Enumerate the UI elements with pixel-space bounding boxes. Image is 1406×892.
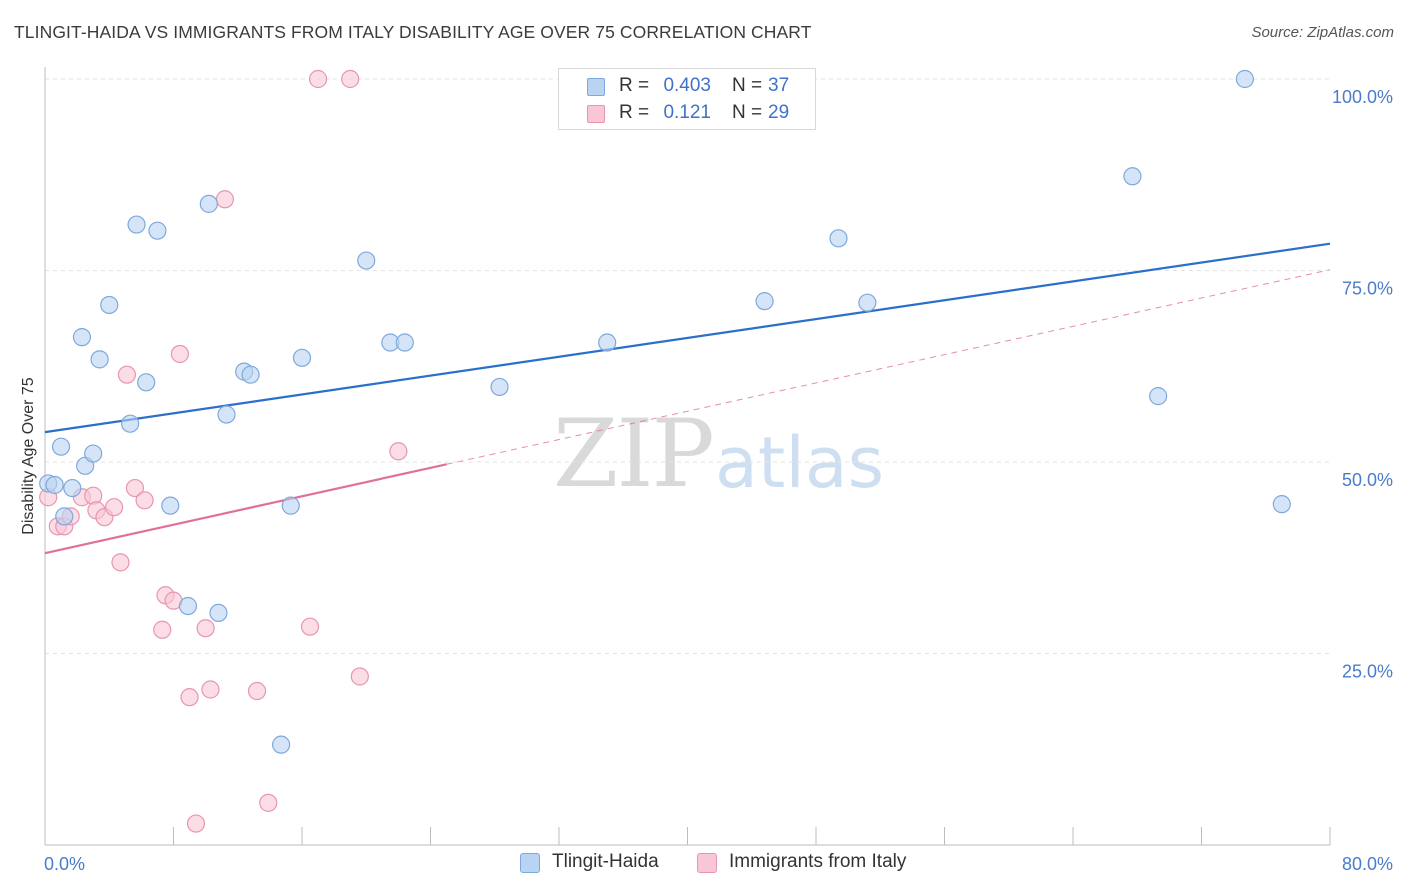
trend-line-tlingit-haida: [44, 242, 1331, 434]
x-tick-label-1: 80.0%: [1342, 854, 1393, 874]
correlation-legend: R = 0.403 N = 37 R = 0.121 N = 29: [558, 68, 816, 130]
pink-swatch: [587, 105, 605, 123]
point-tlingit-haida-27: [490, 377, 509, 397]
point-tlingit-haida-15: [178, 596, 198, 616]
y-tick-label-2: 75.0%: [1342, 279, 1393, 299]
point-immigrants-from-italy-16: [170, 344, 190, 364]
point-tlingit-haida-20: [241, 365, 260, 384]
r-value: 0.403: [663, 75, 711, 96]
point-tlingit-haida-34: [1235, 69, 1254, 89]
point-tlingit-haida-33: [1149, 387, 1168, 406]
point-immigrants-from-italy-13: [153, 620, 172, 639]
blue-swatch: [587, 78, 605, 96]
point-immigrants-from-italy-12: [135, 491, 154, 510]
point-tlingit-haida-32: [1123, 167, 1142, 186]
point-tlingit-haida-17: [209, 603, 228, 623]
y-tick-label-3: 100.0%: [1332, 87, 1393, 107]
chart-title: TLINGIT-HAIDA VS IMMIGRANTS FROM ITALY D…: [14, 22, 812, 42]
point-immigrants-from-italy-19: [196, 619, 215, 638]
point-tlingit-haida-11: [127, 215, 146, 234]
point-immigrants-from-italy-26: [341, 69, 360, 89]
point-immigrants-from-italy-21: [215, 190, 234, 209]
point-immigrants-from-italy-28: [389, 442, 408, 461]
point-tlingit-haida-1: [45, 475, 64, 495]
point-tlingit-haida-26: [395, 333, 414, 352]
point-tlingit-haida-30: [829, 229, 848, 248]
point-immigrants-from-italy-20: [201, 680, 220, 699]
r-label: R =: [619, 75, 650, 96]
point-immigrants-from-italy-18: [186, 814, 206, 833]
point-immigrants-from-italy-11: [125, 478, 145, 498]
trend-line-italy-extrapolated: [446, 269, 1331, 465]
point-immigrants-from-italy-25: [308, 69, 328, 89]
y-tick-label-0: 25.0%: [1342, 662, 1393, 682]
source-attribution: Source: ZipAtlas.com: [1251, 24, 1394, 41]
trend-line-immigrants-from-italy: [44, 463, 447, 555]
point-immigrants-from-italy-10: [117, 365, 137, 384]
axes: [44, 67, 1331, 846]
point-tlingit-haida-16: [199, 194, 218, 213]
point-tlingit-haida-3: [55, 507, 74, 526]
legend-label: Immigrants from Italy: [729, 851, 907, 872]
point-tlingit-haida-35: [1272, 495, 1291, 514]
axis-labels: 25.0% 50.0% 75.0% 100.0% 0.0% 80.0% Disability…: [20, 87, 1393, 874]
point-tlingit-haida-29: [755, 292, 774, 311]
point-tlingit-haida-8: [90, 350, 109, 369]
series-legend: Tlingit-Haida Immigrants from Italy: [0, 850, 1406, 878]
y-axis-label: Disability Age Over 75: [20, 377, 37, 535]
point-immigrants-from-italy-23: [259, 793, 278, 812]
blue-swatch: [520, 853, 540, 873]
point-tlingit-haida-31: [858, 293, 877, 312]
point-tlingit-haida-23: [292, 348, 312, 367]
point-tlingit-haida-14: [161, 496, 180, 515]
point-tlingit-haida-21: [272, 735, 291, 754]
pink-swatch: [697, 853, 717, 873]
point-tlingit-haida-24: [357, 251, 376, 270]
n-label: N =: [732, 102, 763, 123]
point-tlingit-haida-13: [148, 221, 167, 240]
r-value: 0.121: [663, 102, 711, 123]
point-tlingit-haida-22: [281, 496, 300, 515]
point-tlingit-haida-4: [63, 478, 82, 498]
point-immigrants-from-italy-27: [350, 667, 369, 686]
x-tick-label-0: 0.0%: [44, 854, 85, 874]
trend-lines: [44, 242, 1331, 555]
n-value: 29: [768, 102, 790, 123]
n-value: 37: [768, 75, 790, 96]
point-immigrants-from-italy-24: [300, 617, 320, 636]
point-tlingit-haida-7: [84, 444, 103, 463]
y-tick-label-1: 50.0%: [1342, 470, 1393, 490]
point-tlingit-haida-28: [598, 333, 617, 352]
point-immigrants-from-italy-8: [104, 498, 124, 517]
point-tlingit-haida-10: [121, 414, 140, 433]
data-points: [39, 69, 1291, 833]
point-tlingit-haida-12: [137, 373, 156, 392]
r-label: R =: [619, 102, 650, 123]
point-tlingit-haida-2: [51, 437, 71, 456]
point-tlingit-haida-18: [217, 405, 236, 424]
point-immigrants-from-italy-17: [180, 688, 199, 707]
point-immigrants-from-italy-9: [111, 553, 130, 572]
point-tlingit-haida-5: [72, 328, 92, 347]
n-label: N =: [732, 75, 763, 96]
legend-label: Tlingit-Haida: [552, 851, 659, 872]
point-tlingit-haida-9: [100, 295, 119, 315]
point-immigrants-from-italy-22: [247, 681, 267, 701]
